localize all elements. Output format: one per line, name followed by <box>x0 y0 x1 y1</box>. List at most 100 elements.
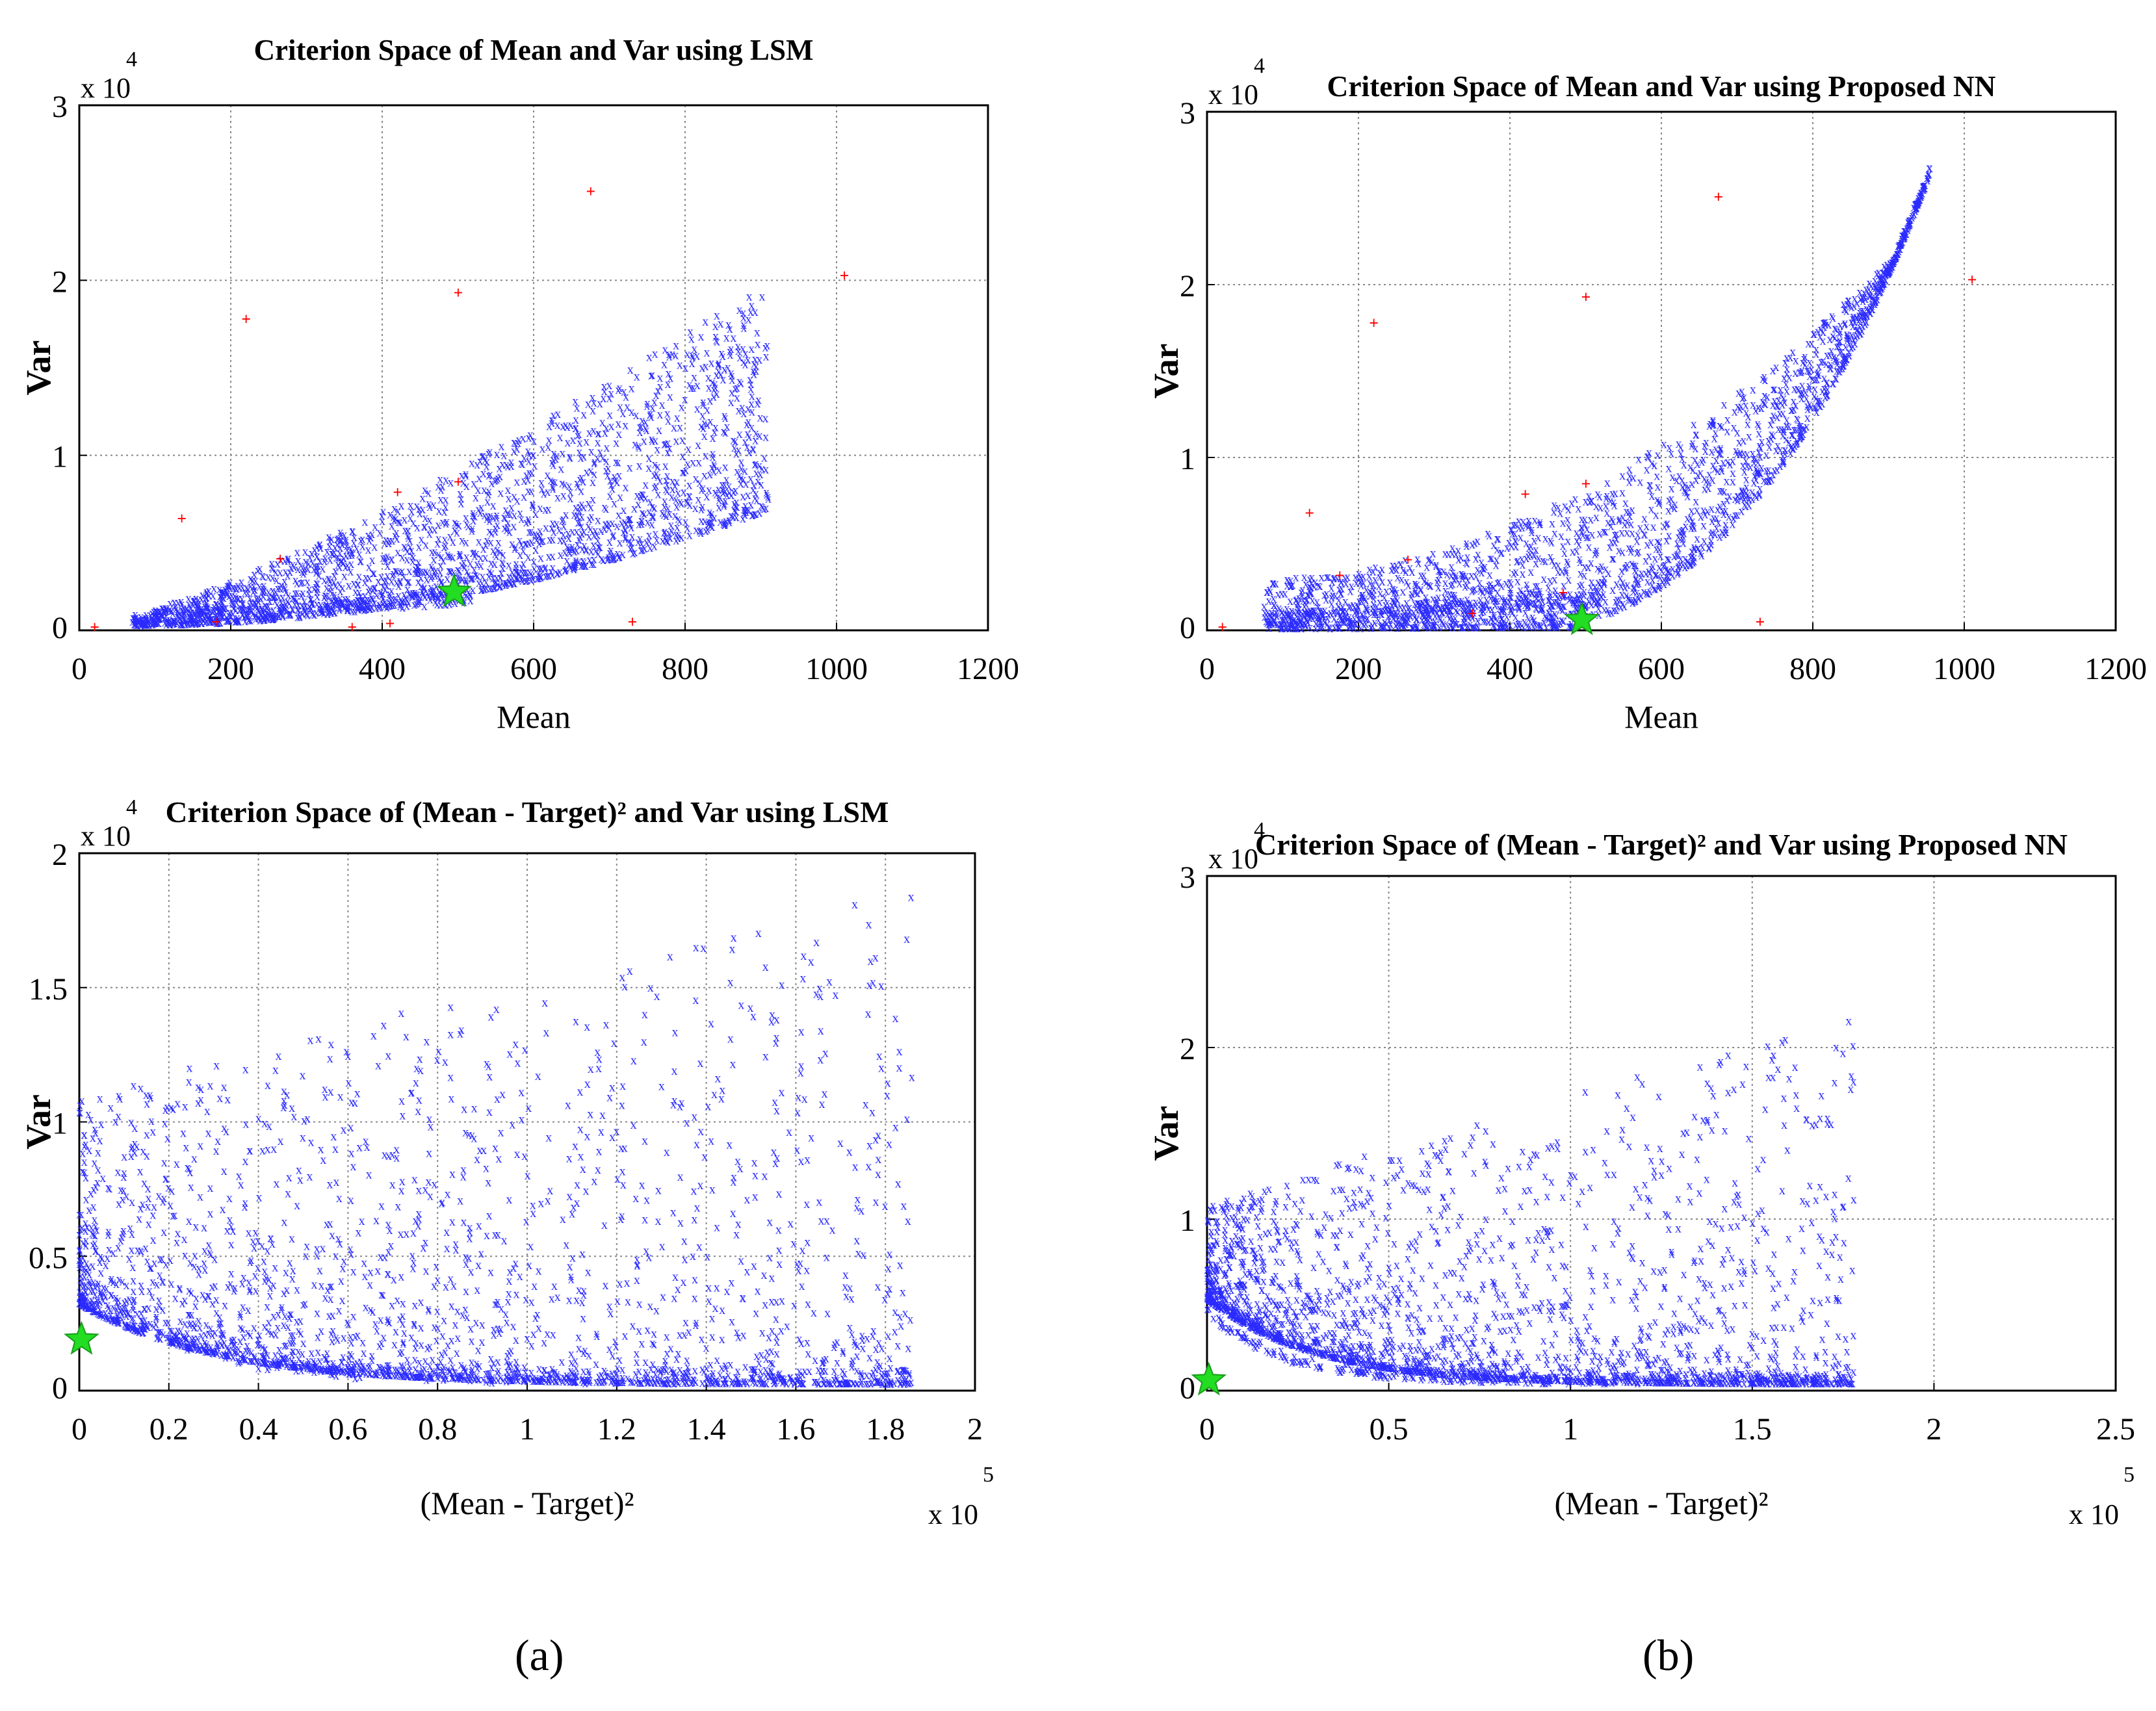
data-point: x <box>513 571 519 585</box>
data-point: x <box>740 311 747 325</box>
chart-panel-3: Criterion Space of (Mean - Target)² and … <box>19 795 994 1530</box>
data-point: x <box>581 524 588 539</box>
data-point: x <box>233 582 240 596</box>
data-point: x <box>725 317 732 331</box>
data-point: x <box>749 441 756 456</box>
data-point: x <box>506 574 513 589</box>
data-point: x <box>491 576 498 590</box>
data-point: x <box>1665 564 1672 578</box>
data-point: x <box>595 1163 601 1177</box>
data-point: x <box>242 614 248 628</box>
data-point: x <box>603 502 609 516</box>
data-point: x <box>441 532 448 547</box>
data-point: x <box>631 502 638 516</box>
highlight-point: + <box>347 618 357 637</box>
data-point: x <box>729 385 735 400</box>
data-point: x <box>818 1023 824 1038</box>
data-point: x <box>595 426 601 441</box>
data-point: x <box>259 569 266 583</box>
data-point: x <box>469 521 476 535</box>
data-point: x <box>705 517 712 531</box>
data-point: x <box>261 611 268 625</box>
data-point: x <box>554 448 560 463</box>
data-point: x <box>404 544 411 558</box>
data-point: x <box>416 502 422 516</box>
data-point: x <box>536 569 543 583</box>
data-point: x <box>510 1319 517 1333</box>
data-point: x <box>706 380 712 394</box>
highlight-point: + <box>1305 504 1314 522</box>
data-point: x <box>557 533 564 547</box>
data-point: x <box>1494 553 1500 567</box>
data-point: x <box>1693 427 1699 441</box>
data-point: x <box>679 465 686 480</box>
data-point: x <box>1576 537 1582 551</box>
data-point: x <box>1656 542 1663 556</box>
data-point: x <box>302 561 308 575</box>
data-point: x <box>1665 503 1672 517</box>
data-point: x <box>1774 438 1781 452</box>
data-point: x <box>721 478 728 492</box>
data-point: x <box>426 526 433 541</box>
data-point: x <box>634 488 640 502</box>
data-point: x <box>606 535 613 549</box>
data-point: x <box>616 550 622 564</box>
data-point: x <box>178 595 185 609</box>
data-point: x <box>240 596 246 610</box>
data-point: x <box>547 532 553 547</box>
data-point: x <box>307 602 313 617</box>
data-point: x <box>892 1324 898 1339</box>
data-point: x <box>747 372 753 387</box>
data-point: x <box>478 559 484 573</box>
data-point: x <box>322 598 328 613</box>
data-point: x <box>352 585 359 599</box>
data-point: x <box>216 602 223 617</box>
data-point: x <box>1836 365 1843 379</box>
data-point: x <box>591 454 598 469</box>
data-point: x <box>1616 512 1622 526</box>
data-point: x <box>1837 344 1843 359</box>
data-point: x <box>642 1213 648 1227</box>
chart-title: Criterion Space of Mean and Var using Pr… <box>1327 70 1996 103</box>
data-point: x <box>474 483 481 497</box>
data-point: x <box>278 578 285 592</box>
data-point: x <box>689 348 695 363</box>
data-point: x <box>1749 446 1756 460</box>
data-point: x <box>447 529 453 543</box>
data-point: x <box>642 415 649 430</box>
data-point: x <box>673 338 679 352</box>
data-point: x <box>336 596 343 610</box>
data-point: x <box>492 524 499 539</box>
data-point: x <box>546 419 552 433</box>
data-point: x <box>438 550 445 564</box>
data-point: x <box>662 459 669 473</box>
data-point: x <box>755 337 761 352</box>
data-point: x <box>655 1183 662 1198</box>
data-point: x <box>754 396 760 411</box>
data-point: x <box>428 559 435 573</box>
data-point: x <box>590 424 597 438</box>
data-point: x <box>257 613 263 628</box>
data-point: x <box>352 604 358 619</box>
data-point: x <box>463 573 469 587</box>
data-point: x <box>237 603 243 617</box>
data-point: x <box>471 549 478 563</box>
data-point: x <box>497 571 504 585</box>
data-point: x <box>144 1127 150 1142</box>
data-point: x <box>1681 526 1687 541</box>
data-point: x <box>287 606 294 621</box>
data-point: x <box>393 511 399 526</box>
data-point: x <box>1316 578 1322 592</box>
data-point: x <box>707 505 713 519</box>
data-point: x <box>710 465 717 479</box>
data-point: x <box>298 575 304 589</box>
data-point: x <box>521 490 527 504</box>
data-point: x <box>614 475 620 489</box>
data-point: x <box>1558 529 1565 543</box>
data-point: x <box>601 500 608 514</box>
data-point: x <box>179 597 185 611</box>
data-point: x <box>533 532 539 547</box>
data-point: x <box>446 563 452 578</box>
data-point: x <box>1659 563 1665 578</box>
data-point: x <box>525 444 531 458</box>
